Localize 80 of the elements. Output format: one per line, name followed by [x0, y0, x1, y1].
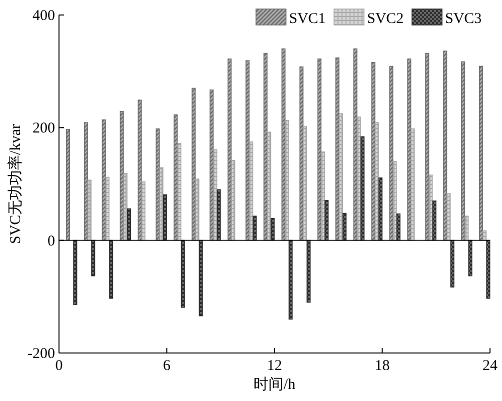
y-axis-title: SVC无功功率/kvar — [7, 124, 24, 244]
x-tick-label: 24 — [482, 358, 498, 374]
bar — [246, 60, 250, 241]
bar — [353, 48, 358, 241]
bar — [324, 200, 329, 241]
y-tick-label: 400 — [32, 8, 55, 24]
bar — [138, 100, 142, 241]
bar — [320, 151, 326, 241]
legend-label: SVC3 — [445, 11, 482, 27]
bar — [468, 240, 472, 276]
bar — [123, 172, 128, 241]
bar — [177, 143, 182, 241]
bar — [281, 48, 286, 241]
bar — [228, 58, 232, 241]
bar — [198, 240, 203, 316]
bar — [109, 240, 114, 299]
bar — [120, 110, 124, 241]
bar — [335, 57, 340, 241]
bar — [303, 126, 308, 241]
bar — [450, 240, 454, 288]
bar — [91, 240, 96, 276]
bar — [288, 240, 293, 320]
legend-label: SVC1 — [289, 11, 326, 27]
x-tick-label: 18 — [374, 358, 390, 374]
bar — [84, 122, 88, 241]
bar — [66, 128, 70, 241]
bar — [252, 216, 257, 241]
bar — [360, 136, 365, 241]
bar — [210, 90, 214, 241]
bar — [446, 193, 451, 241]
bar — [389, 66, 394, 241]
bar — [270, 218, 275, 241]
bar — [264, 52, 268, 241]
bar — [105, 176, 110, 241]
bar — [425, 52, 430, 241]
x-axis-title: 时间/h — [254, 376, 296, 393]
bar — [407, 58, 412, 241]
bar — [213, 149, 218, 241]
bar — [410, 128, 415, 241]
bar — [73, 240, 78, 305]
bar — [443, 50, 448, 241]
y-tick-label: -200 — [28, 346, 55, 362]
bar — [428, 174, 433, 241]
bar — [482, 230, 487, 241]
bar — [342, 212, 347, 241]
bar — [317, 58, 322, 241]
bar — [338, 113, 343, 241]
bar — [432, 200, 436, 241]
bar — [156, 128, 160, 241]
bar — [285, 120, 290, 241]
bar — [371, 62, 376, 241]
bar — [180, 240, 185, 308]
bar — [306, 240, 311, 303]
y-tick-label: 200 — [32, 120, 55, 137]
bar — [127, 208, 132, 241]
y-tick-label: 0 — [48, 233, 55, 250]
bar — [249, 141, 254, 241]
bar — [378, 177, 382, 241]
x-tick-label: 6 — [163, 358, 171, 374]
bar — [192, 88, 196, 241]
bar — [216, 189, 221, 241]
bar — [88, 180, 92, 241]
bar — [479, 66, 484, 241]
bar — [159, 167, 164, 241]
bar — [162, 194, 167, 241]
bar — [231, 160, 236, 241]
bar — [267, 132, 272, 241]
x-tick-label: 12 — [267, 358, 282, 374]
bar — [141, 181, 146, 241]
legend-label: SVC2 — [367, 11, 404, 27]
bar — [486, 240, 490, 299]
bar — [174, 114, 178, 241]
bar — [396, 213, 400, 241]
bar — [102, 119, 106, 241]
bar — [461, 61, 466, 241]
bar — [392, 161, 397, 241]
bar — [195, 178, 200, 241]
bar — [464, 216, 469, 241]
bar — [374, 122, 379, 241]
bar — [299, 66, 304, 241]
